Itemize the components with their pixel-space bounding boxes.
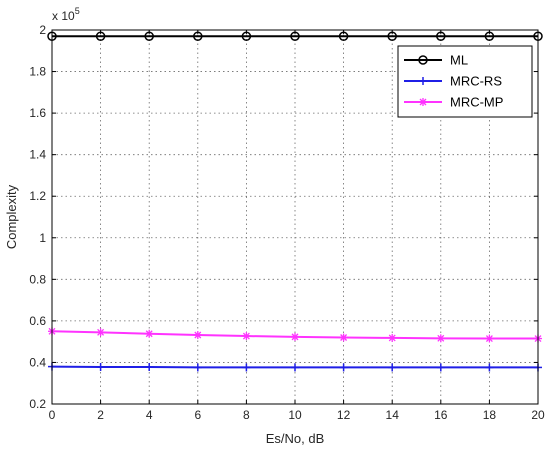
y-tick-label: 1.6 — [29, 106, 46, 120]
data-point — [96, 363, 105, 372]
legend-label: MRC-MP — [450, 95, 503, 110]
y-tick-label: 1 — [39, 231, 46, 245]
data-point — [145, 363, 154, 372]
series-mrc-rs — [48, 362, 542, 372]
data-point — [339, 333, 348, 342]
x-axis-title: Es/No, dB — [266, 431, 325, 446]
data-point — [242, 332, 251, 341]
series-ml — [47, 31, 543, 41]
data-point — [193, 331, 202, 340]
data-point — [388, 333, 397, 342]
data-point — [291, 363, 299, 372]
legend-label: MRC-RS — [450, 74, 502, 89]
data-point — [193, 363, 202, 372]
y-exponent-label: x 105 — [52, 6, 80, 23]
data-point — [485, 334, 494, 343]
legend-label: ML — [450, 53, 468, 68]
legend: ML MRC-RS MRC-MP — [397, 45, 533, 118]
data-point — [242, 363, 251, 372]
data-point — [485, 363, 494, 372]
data-point — [418, 55, 428, 65]
y-tick-label: 2 — [39, 23, 46, 37]
series-layer — [47, 31, 543, 372]
x-tick-label: 2 — [97, 408, 104, 422]
y-tick-label: 1.2 — [29, 189, 46, 203]
x-tick-label: 8 — [243, 408, 250, 422]
data-point — [388, 363, 397, 372]
x-tick-label: 12 — [337, 408, 351, 422]
ticks: 0 2 4 6 8 10 12 14 16 18 20 0.2 0.4 0.6 0.8 1 1.2 1.4 1.6 1… — [29, 23, 545, 422]
x-tick-label: 6 — [194, 408, 201, 422]
data-point — [436, 363, 445, 372]
y-tick-label: 0.8 — [29, 272, 46, 286]
y-tick-label: 0.4 — [29, 355, 46, 369]
x-tick-label: 10 — [288, 408, 302, 422]
legend-item: ML — [404, 53, 468, 68]
data-point — [419, 98, 427, 106]
y-axis-title: Complexity — [4, 184, 19, 249]
y-tick-label: 1.8 — [29, 65, 46, 79]
y-tick-label: 0.2 — [29, 397, 46, 411]
data-point — [96, 328, 105, 337]
y-tick-label: 1.4 — [29, 148, 46, 162]
data-point — [436, 334, 445, 343]
x-tick-label: 20 — [531, 408, 545, 422]
x-tick-label: 18 — [483, 408, 497, 422]
data-point — [145, 329, 154, 338]
legend-item: MRC-MP — [404, 95, 503, 110]
x-tick-label: 16 — [434, 408, 448, 422]
data-point — [419, 77, 427, 85]
legend-item: MRC-RS — [404, 74, 502, 89]
data-point — [291, 332, 299, 341]
x-tick-label: 14 — [386, 408, 400, 422]
x-tick-label: 0 — [49, 408, 56, 422]
data-point — [339, 363, 348, 372]
x-tick-label: 4 — [146, 408, 153, 422]
y-tick-label: 0.6 — [29, 314, 46, 328]
